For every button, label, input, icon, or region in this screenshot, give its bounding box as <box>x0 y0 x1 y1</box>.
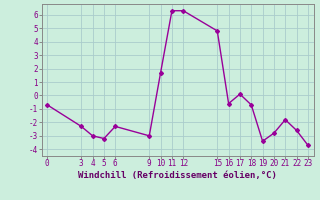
X-axis label: Windchill (Refroidissement éolien,°C): Windchill (Refroidissement éolien,°C) <box>78 171 277 180</box>
